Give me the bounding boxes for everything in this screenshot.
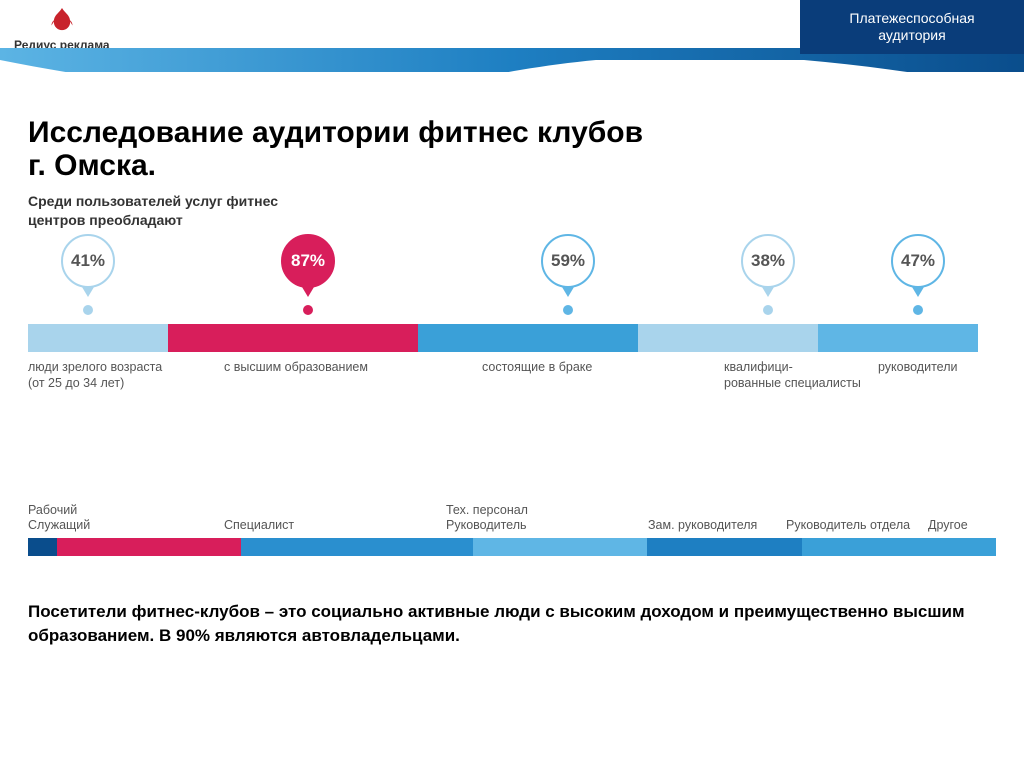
pin-dot-icon <box>303 305 313 315</box>
logo: Редиус реклама <box>14 8 110 52</box>
segment-3 <box>473 538 647 556</box>
pin-dot-icon <box>763 305 773 315</box>
pin-3: 38% <box>741 234 795 315</box>
segment-4 <box>647 538 802 556</box>
pin-value: 47% <box>891 234 945 288</box>
badge-solvency: Платежеспособная аудитория <box>800 0 1024 54</box>
segment-2 <box>241 538 473 556</box>
bar-label-1: с высшим образованием <box>224 360 368 376</box>
segment-0 <box>28 538 57 556</box>
segment-label-0: Рабочий Служащий <box>28 503 90 534</box>
bar-0 <box>28 324 168 352</box>
pin-tail-icon <box>82 287 94 297</box>
bar-4 <box>818 324 978 352</box>
segment-label-3: Зам. руководителя <box>648 518 757 534</box>
pin-1: 87% <box>281 234 335 315</box>
pin-value: 59% <box>541 234 595 288</box>
pin-dot-icon <box>913 305 923 315</box>
bar-label-4: руководители <box>878 360 957 376</box>
segment-bar-wrap: Рабочий Служащий Специалист Тех. персонал … <box>28 494 996 556</box>
summary-text: Посетители фитнес-клубов – это социально… <box>28 600 996 648</box>
pin-2: 59% <box>541 234 595 315</box>
pin-tail-icon <box>912 287 924 297</box>
section-subtitle: Среди пользователей услуг фитнес центров… <box>28 192 328 230</box>
segment-label-1: Специалист <box>224 518 294 534</box>
pin-dot-icon <box>563 305 573 315</box>
pin-value: 38% <box>741 234 795 288</box>
segment-label-4: Руководитель отдела <box>786 518 910 534</box>
pin-value: 87% <box>281 234 335 288</box>
segment-label-5: Другое <box>928 518 968 534</box>
segment-1 <box>57 538 241 556</box>
pin-4: 47% <box>891 234 945 315</box>
bar-label-2: состоящие в браке <box>482 360 592 376</box>
badge-line2: аудитория <box>878 27 945 45</box>
pin-0: 41% <box>61 234 115 315</box>
bar-row <box>28 324 996 352</box>
bar-2 <box>418 324 638 352</box>
page-title: Исследование аудитории фитнес клубов г. … <box>28 116 668 182</box>
pin-tail-icon <box>762 287 774 297</box>
pin-dot-icon <box>83 305 93 315</box>
bar-1 <box>168 324 418 352</box>
wave-icon <box>0 60 1024 100</box>
segment-bar <box>28 538 996 556</box>
segment-labels: Рабочий Служащий Специалист Тех. персонал … <box>28 494 996 538</box>
pin-value: 41% <box>61 234 115 288</box>
bar-label-3: квалифици- рованные специалисты <box>724 360 861 391</box>
segment-label-2: Тех. персонал Руководитель <box>446 503 528 534</box>
badge-line1: Платежеспособная <box>849 10 974 28</box>
bar-3 <box>638 324 818 352</box>
pin-tail-icon <box>302 287 314 297</box>
pin-tail-icon <box>562 287 574 297</box>
logo-flame-icon <box>48 8 76 36</box>
segment-5 <box>802 538 996 556</box>
bar-label-0: люди зрелого возраста (от 25 до 34 лет) <box>28 360 162 391</box>
